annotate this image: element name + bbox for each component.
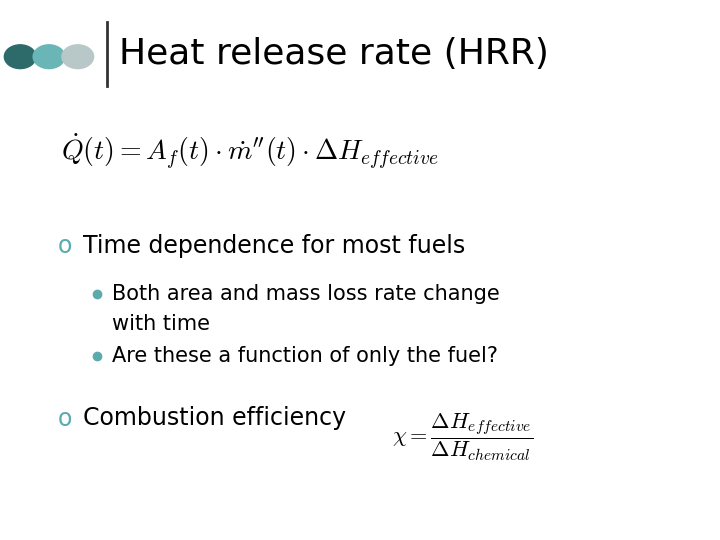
Text: Both area and mass loss rate change: Both area and mass loss rate change	[112, 284, 500, 305]
Text: Heat release rate (HRR): Heat release rate (HRR)	[119, 37, 549, 71]
Circle shape	[62, 45, 94, 69]
Circle shape	[33, 45, 65, 69]
Text: Combustion efficiency: Combustion efficiency	[83, 407, 346, 430]
Text: with time: with time	[112, 314, 210, 334]
Text: o: o	[58, 407, 72, 430]
Text: $\dot{Q}(t) = A_f(t) \cdot \dot{m}''(t) \cdot \Delta H_{\mathit{effective}}$: $\dot{Q}(t) = A_f(t) \cdot \dot{m}''(t) …	[61, 131, 440, 171]
Text: Are these a function of only the fuel?: Are these a function of only the fuel?	[112, 346, 498, 367]
Text: o: o	[58, 234, 72, 258]
Text: $\chi = \dfrac{\Delta H_{\mathit{effective}}}{\Delta H_{\mathit{chemical}}}$: $\chi = \dfrac{\Delta H_{\mathit{effecti…	[392, 411, 534, 463]
Text: Time dependence for most fuels: Time dependence for most fuels	[83, 234, 465, 258]
Circle shape	[4, 45, 36, 69]
